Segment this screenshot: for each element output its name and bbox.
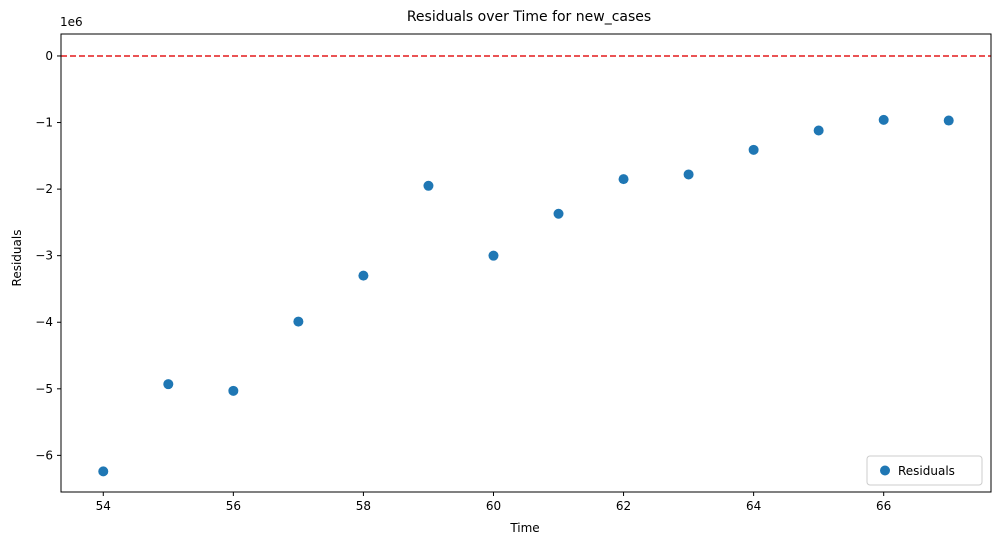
y-tick-label: −6 [35,448,53,462]
x-axis-title: Time [509,521,539,535]
data-point [683,169,694,180]
x-axis: 54 56 58 60 62 64 66 [96,492,891,513]
data-point [488,250,499,261]
legend-marker [880,465,890,476]
x-tick-label: 64 [746,499,761,513]
y-tick-label: −1 [35,116,53,130]
y-axis: 0 −1 −2 −3 −4 −5 −6 [35,49,61,462]
data-point [553,208,564,219]
plot-frame [60,33,992,493]
data-point [163,379,174,390]
chart-title: Residuals over Time for new_cases [407,9,651,25]
x-tick-label: 56 [226,499,241,513]
x-tick-label: 62 [616,499,631,513]
data-point [943,115,954,126]
y-axis-title: Residuals [10,230,24,287]
data-point [878,114,889,125]
y-tick-label: −3 [35,249,53,263]
data-point [293,316,304,327]
x-tick-label: 66 [876,499,891,513]
y-tick-label: −4 [35,315,53,329]
legend: Residuals [866,455,983,486]
y-tick-label: −2 [35,182,53,196]
y-offset-label: 1e6 [60,15,83,29]
data-point [98,466,109,477]
x-tick-label: 58 [356,499,371,513]
legend-frame [866,455,983,486]
x-tick-label: 60 [486,499,501,513]
data-point [748,144,759,155]
data-point [423,180,434,191]
y-tick-label: 0 [45,49,53,63]
data-point [618,174,629,185]
data-point [813,125,824,136]
legend-label: Residuals [898,464,955,478]
plot-area [61,55,991,477]
data-point [358,270,369,281]
y-tick-label: −5 [35,382,53,396]
x-tick-label: 54 [96,499,111,513]
data-point [228,385,239,396]
